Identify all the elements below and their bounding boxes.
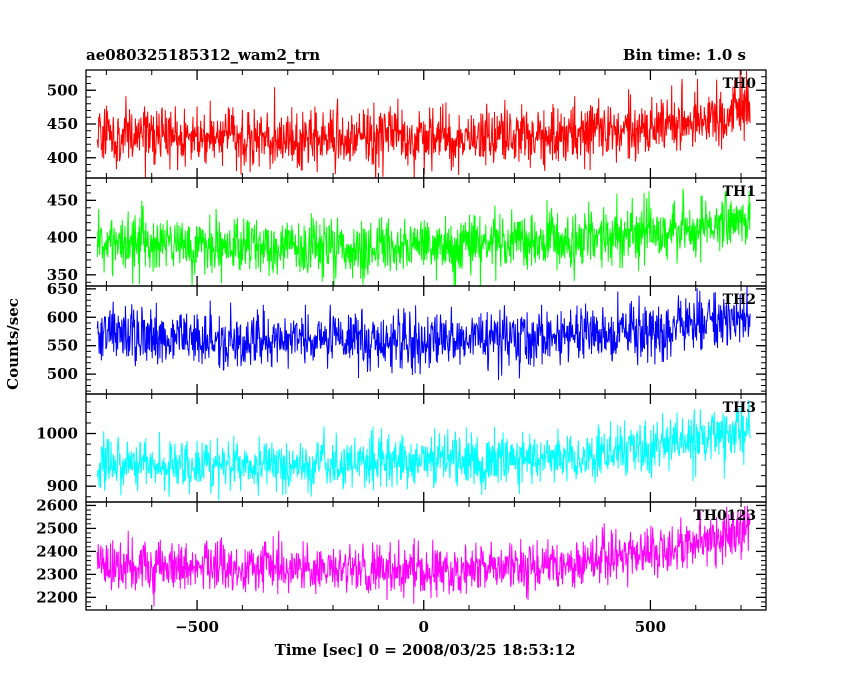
panel-label-th3: TH3 xyxy=(723,400,756,416)
y-tick-label: 900 xyxy=(47,477,78,495)
panel-th0: 400 450 500 TH0 xyxy=(47,69,767,179)
y-tick-label: 2500 xyxy=(36,519,78,537)
y-tick-label: 600 xyxy=(47,308,78,326)
y-tick-label: 2300 xyxy=(36,565,78,583)
series-line-th0123 xyxy=(96,505,751,607)
y-tick-label: 450 xyxy=(47,191,78,209)
y-tick-label: 400 xyxy=(47,149,78,167)
y-tick-label: 350 xyxy=(47,266,78,284)
series-line-th1 xyxy=(96,188,751,286)
panel-label-th1: TH1 xyxy=(723,184,756,200)
panel-label-th0123: TH0123 xyxy=(693,508,756,524)
chart-title: ae080325185312_wam2_trn xyxy=(86,46,320,64)
x-axis-label: Time [sec] 0 = 2008/03/25 18:53:12 xyxy=(275,641,576,659)
panels: 400 450 500 TH0 350 400 450 TH1 500 550 600 650 TH2 9… xyxy=(36,69,767,636)
y-tick-label: 400 xyxy=(47,229,78,247)
x-tick-label: −500 xyxy=(175,618,219,636)
y-tick-label: 1000 xyxy=(36,425,78,443)
series-line-th0 xyxy=(96,70,751,178)
y-tick-label: 2400 xyxy=(36,542,78,560)
y-tick-label: 550 xyxy=(47,337,78,355)
bin-time-label: Bin time: 1.0 s xyxy=(623,46,746,64)
panel-label-th2: TH2 xyxy=(723,292,756,308)
series-line-th2 xyxy=(96,286,751,381)
panel-th2: 500 550 600 650 TH2 xyxy=(47,280,767,395)
y-tick-label: 2200 xyxy=(36,588,78,606)
panel-th3: 900 1000 TH3 xyxy=(36,393,767,503)
y-tick-label: 500 xyxy=(47,81,78,99)
x-tick-label: 0 xyxy=(419,618,429,636)
y-axis-label: Counts/sec xyxy=(4,298,22,390)
y-tick-label: 450 xyxy=(47,115,78,133)
y-tick-label: 2600 xyxy=(36,496,78,514)
panel-th1: 350 400 450 TH1 xyxy=(47,177,767,287)
panel-label-th0: TH0 xyxy=(723,76,757,92)
x-tick-label: 500 xyxy=(635,618,666,636)
y-tick-label: 500 xyxy=(47,365,78,383)
series-line-th3 xyxy=(96,399,751,501)
y-tick-label: 650 xyxy=(47,280,78,298)
panel-th0123: 2200 2300 2400 2500 2600 TH0123 xyxy=(36,496,767,611)
